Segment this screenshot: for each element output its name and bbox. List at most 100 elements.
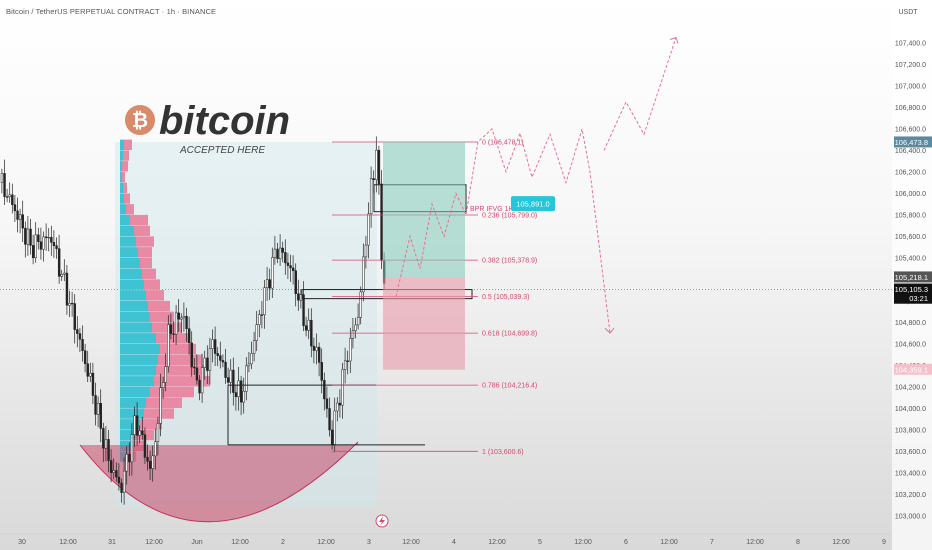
candle-body [338,402,342,406]
profile-buy-bar [120,171,122,183]
candle-body [169,324,173,334]
candle-body [281,247,284,253]
candle-body [359,291,362,318]
profile-sell-bar [156,333,188,344]
price-label-text: 106,473.8 [895,138,928,147]
time-tick: 12:00 [59,539,77,546]
candle-body [325,398,329,409]
candle-body [151,455,154,469]
fib-label: 0.382 (105,378.9) [482,258,537,265]
candle-body [76,329,79,334]
profile-buy-bar [120,257,140,269]
profile-buy-bar [120,247,138,258]
candle-body [112,470,115,473]
candle-body [245,365,248,392]
candle-body [286,262,290,266]
profile-buy-bar [120,268,142,279]
time-tick: 5 [538,539,542,546]
candle-body [354,324,357,332]
candle-body [8,194,11,198]
candle-body [247,363,251,367]
candle-body [122,470,126,493]
profile-sell-bar [146,290,164,301]
price-tick: 103,200.0 [895,492,926,499]
candle-body [229,369,232,383]
time-tick: 30 [18,539,26,546]
candle-body [143,434,147,458]
price-tick: 103,600.0 [895,449,926,456]
candle-body [237,380,240,398]
candle-body [57,248,61,277]
profile-sell-bar [130,214,148,226]
candle-body [0,173,4,183]
candle-body [102,428,105,449]
candle-body [52,242,56,246]
profile-buy-bar [120,225,134,236]
candle-body [174,312,178,335]
profile-sell-bar [126,204,134,215]
candle-body [182,315,186,319]
time-tick: 9 [882,539,886,546]
logo-word: bitcoin [159,99,290,143]
candle-body [31,245,35,259]
profile-buy-bar [120,182,123,193]
fib-label: 0.786 (104,216.4) [482,383,537,390]
candle-body [172,333,175,335]
profile-sell-bar [122,161,128,172]
candle-body [239,380,243,403]
candle-body [226,377,230,383]
candle-body [159,387,162,424]
candle-body [161,382,165,388]
candle-body [13,204,17,212]
candle-body [42,236,45,250]
candle-body [83,350,87,364]
candle-body [154,441,157,457]
profile-sell-bar [150,386,194,398]
price-tick: 104,600.0 [895,341,926,348]
candle-body [317,346,321,363]
candle-body [304,325,308,331]
candle-body [307,319,310,331]
candle-body [24,227,27,245]
profile-sell-bar [140,257,152,269]
price-tick: 105,800.0 [895,212,926,219]
time-tick: Jun [191,539,202,546]
candle-body [141,430,144,435]
candle-body [70,302,74,305]
profile-buy-bar [120,386,150,398]
bpr-price-tag-text: 105,891.0 [516,200,549,209]
price-tick: 106,200.0 [895,169,926,176]
time-tick: 12:00 [660,539,678,546]
candle-body [294,270,297,294]
price-tick: 104,200.0 [895,384,926,391]
candle-body [323,380,326,400]
price-tick: 107,400.0 [895,40,926,47]
candle-body [167,324,170,367]
candle-body [133,415,136,435]
profile-buy-bar [120,343,160,355]
price-tick: 106,600.0 [895,126,926,133]
time-tick: 12:00 [574,539,592,546]
candle-body [377,149,381,185]
candle-body [34,234,37,259]
candle-body [372,178,375,180]
candle-body [375,149,378,180]
time-tick: 12:00 [317,539,335,546]
profile-sell-bar [140,419,162,430]
candle-body [276,248,279,260]
candle-body [107,439,110,461]
candle-body [328,408,331,431]
candle-body [289,265,292,269]
candle-body [130,434,134,463]
projection-arrow-down [604,327,615,334]
candle-body [310,319,313,347]
profile-buy-bar [120,397,146,408]
profile-buy-bar [120,429,136,441]
candle-body [55,245,58,249]
candle-body [234,392,238,398]
price-label-text: 105,105.3 [895,285,928,294]
time-tick: 8 [796,539,800,546]
price-label-text: 104,359.1 [895,365,928,374]
